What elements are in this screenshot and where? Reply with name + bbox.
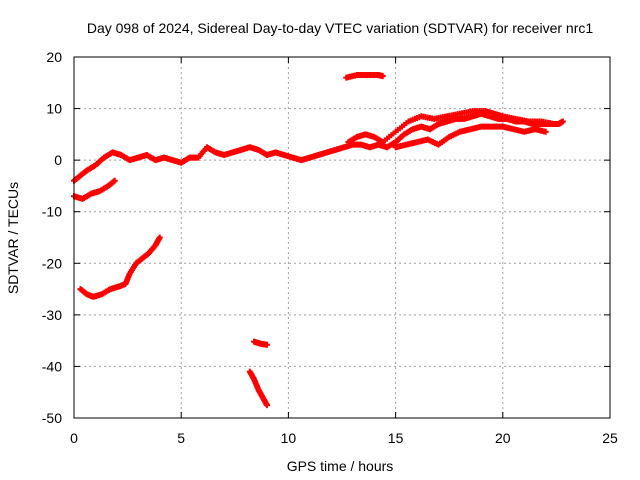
x-tick-label: 20 (495, 430, 511, 446)
axis-ticks: 0 5 10 15 20 25 -50 -40 -30 -20 -10 0 10 20 (42, 49, 618, 446)
series-short-arc-2 (343, 72, 386, 81)
chart-title: Day 098 of 2024, Sidereal Day-to-day VTE… (87, 20, 593, 36)
series-short-arc-5 (246, 368, 270, 409)
y-tick-label: -10 (42, 204, 62, 220)
series-lower-band (392, 123, 549, 151)
data-point (156, 234, 163, 241)
y-tick-label: -40 (42, 358, 62, 374)
y-axis-label: SDTVAR / TECUs (5, 182, 21, 294)
y-tick-label: 10 (46, 101, 62, 117)
data-point (111, 177, 118, 184)
data-point (551, 121, 558, 128)
y-tick-label: -30 (42, 307, 62, 323)
x-tick-label: 0 (70, 430, 78, 446)
series-short-arc-4 (251, 338, 270, 348)
grid-lines (74, 57, 610, 418)
series-main-band (71, 110, 566, 184)
x-tick-label: 10 (281, 430, 297, 446)
data-points (71, 72, 566, 409)
plot-frame (73, 56, 611, 419)
data-point (263, 341, 270, 348)
y-tick-label: 20 (46, 49, 62, 65)
series-short-arc-3 (77, 234, 163, 300)
x-axis-label: GPS time / hours (287, 458, 394, 474)
x-tick-label: 15 (388, 430, 404, 446)
data-point (263, 402, 270, 409)
series-short-arc-1 (71, 177, 118, 202)
data-point (542, 128, 549, 135)
x-tick-label: 5 (177, 430, 185, 446)
data-point (379, 73, 386, 80)
series-upper-band (345, 108, 558, 146)
y-tick-label: -50 (42, 410, 62, 426)
data-point (559, 118, 566, 125)
y-tick-label: 0 (54, 152, 62, 168)
y-tick-label: -20 (42, 255, 62, 271)
x-tick-label: 25 (602, 430, 618, 446)
